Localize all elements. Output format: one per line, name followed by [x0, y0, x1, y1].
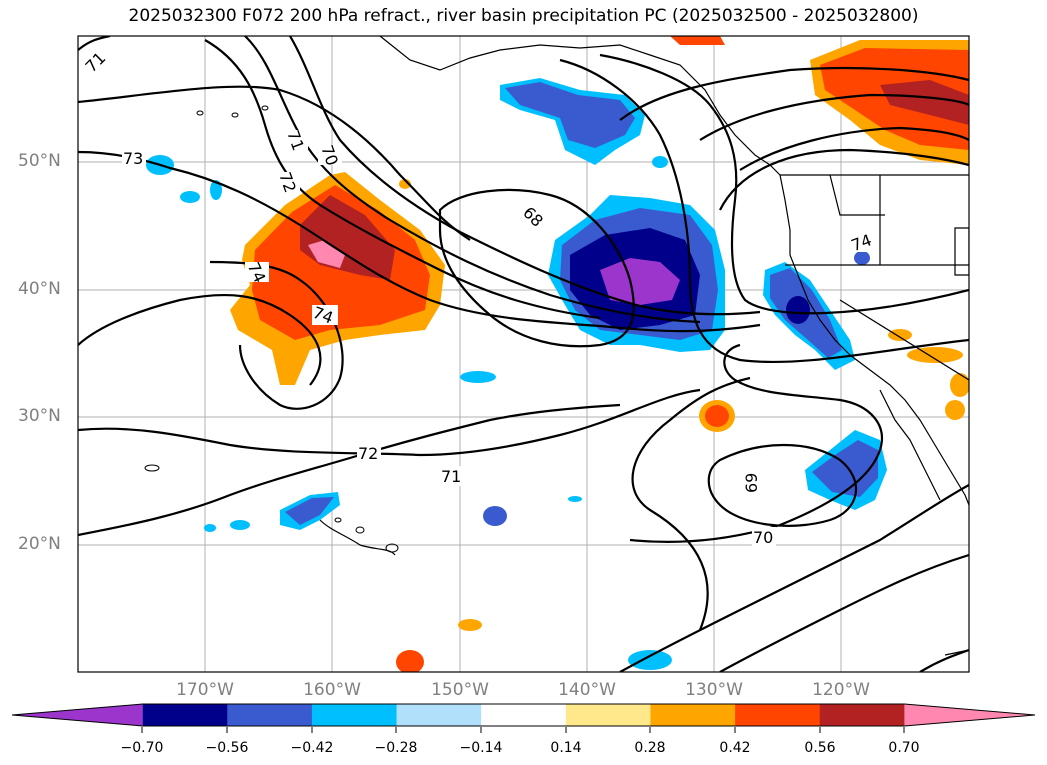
map-border [77, 35, 970, 673]
positive-anomaly-small [396, 179, 969, 672]
lon-label-130w: 130°W [685, 680, 743, 700]
negative-anomaly-small [146, 155, 870, 670]
colorbar-segment [227, 704, 313, 726]
colorbar [11, 703, 1036, 727]
lon-label-160w: 160°W [303, 680, 361, 700]
contour-label-71-south: 71 [441, 467, 461, 486]
plot-title: 2025032300 F072 200 hPa refract., river … [128, 6, 919, 26]
contour-label-73: 73 [123, 149, 143, 168]
colorbar-tick-label: 0.28 [634, 740, 666, 756]
lat-label-40n: 40°N [18, 279, 61, 299]
colorbar-tick-label: 0.70 [888, 740, 920, 756]
colorbar-tick-label: −0.28 [374, 740, 418, 756]
gridlines [78, 36, 969, 672]
negative-anomaly-north [500, 78, 645, 165]
colorbar-segment [142, 704, 228, 726]
negative-anomaly-central [548, 195, 725, 352]
contour-labels: 71 73 71 70 72 74 74 68 72 71 69 70 74 [82, 48, 874, 547]
colorbar-segment [735, 704, 821, 726]
lat-label-50n: 50°N [18, 151, 61, 171]
refractivity-contours [78, 36, 969, 672]
lon-label-170w: 170°W [176, 680, 234, 700]
lat-label-20n: 20°N [18, 534, 61, 554]
colorbar-segment [396, 704, 482, 726]
lon-label-150w: 150°W [431, 680, 489, 700]
colorbar-outline [11, 703, 1036, 727]
contour-label-69: 69 [742, 473, 761, 493]
lon-label-140w: 140°W [558, 680, 616, 700]
colorbar-segment [819, 704, 905, 726]
colorbar-tick-label: 0.42 [719, 740, 751, 756]
contour-label-72-south: 72 [358, 444, 378, 463]
colorbar-tick-label: −0.42 [290, 740, 334, 756]
colorbar-ticks [141, 727, 905, 733]
lat-label-30n: 30°N [18, 406, 61, 426]
colorbar-tick-label: −0.56 [205, 740, 249, 756]
islands [144, 105, 399, 553]
colorbar-segment [311, 704, 398, 726]
colorbar-segment [12, 704, 143, 726]
colorbar-segment [650, 704, 736, 726]
contour-label-70-south: 70 [753, 528, 773, 547]
colorbar-segment [565, 704, 651, 726]
negative-anomaly-southeast [805, 430, 887, 510]
colorbar-segment [904, 704, 1035, 726]
colorbar-tick-label: 0.56 [804, 740, 836, 756]
colorbar-tick-label: 0.14 [550, 740, 582, 756]
colorbar-segment [481, 704, 567, 726]
lon-label-120w: 120°W [812, 680, 870, 700]
colorbar-tick-label: −0.14 [459, 740, 503, 756]
colorbar-tick-label: −0.70 [120, 740, 164, 756]
positive-anomaly-northeast [670, 36, 969, 165]
